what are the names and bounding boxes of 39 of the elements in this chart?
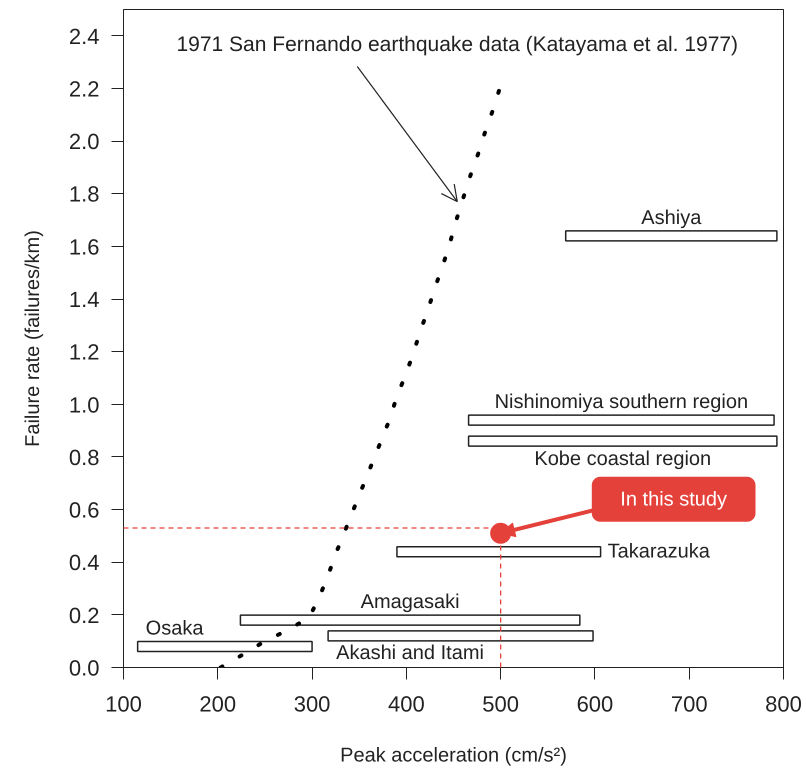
x-tick-label: 700 <box>670 692 708 716</box>
bar <box>136 640 313 652</box>
y-tick-label: 1.6 <box>68 234 100 260</box>
x-tick-label: 200 <box>199 692 236 716</box>
annotation: 1971 San Fernando earthquake data (Katayama et al. 1977) <box>176 33 738 56</box>
y-tick-label: 0.8 <box>68 444 100 470</box>
bar <box>396 546 602 558</box>
x-tick-label: 100 <box>105 692 142 716</box>
x-axis-title: Peak acceleration (cm/s²) <box>340 744 567 766</box>
y-axis-title: Failure rate (failures/km) <box>22 230 44 447</box>
series-label: Nishinomiya southern region <box>494 391 748 414</box>
annotation: In this study <box>620 488 727 510</box>
bar <box>327 630 594 642</box>
y-tick-label: 1.4 <box>68 287 100 312</box>
y-tick-label: 0.2 <box>68 602 100 628</box>
x-tick-label: 300 <box>294 692 330 716</box>
x-tick-label: 400 <box>388 692 425 716</box>
y-tick-label: 0.4 <box>68 550 100 576</box>
y-tick-label: 0.6 <box>68 498 100 523</box>
y-tick-label: 2.4 <box>68 24 100 49</box>
series-label: Takarazuka <box>608 540 711 563</box>
bar <box>564 230 778 242</box>
series-label: Ashiya <box>641 206 702 229</box>
x-tick-label: 500 <box>482 692 520 716</box>
bar <box>240 614 581 626</box>
bar <box>468 435 778 447</box>
series-label: Amagasaki <box>360 591 460 614</box>
series-label: Kobe coastal region <box>534 448 712 470</box>
y-tick-label: 2.0 <box>68 129 100 154</box>
series-label: Akashi and Itami <box>336 642 484 664</box>
y-tick-label: 1.8 <box>68 182 100 207</box>
series-label: Osaka <box>146 617 204 640</box>
y-tick-label: 2.2 <box>68 76 100 102</box>
y-tick-label: 0.0 <box>68 656 100 680</box>
x-tick-label: 800 <box>765 692 802 716</box>
y-tick-label: 1.2 <box>68 340 100 365</box>
y-tick-label: 1.0 <box>68 392 100 418</box>
bar <box>468 414 775 426</box>
x-tick-label: 600 <box>576 692 614 716</box>
